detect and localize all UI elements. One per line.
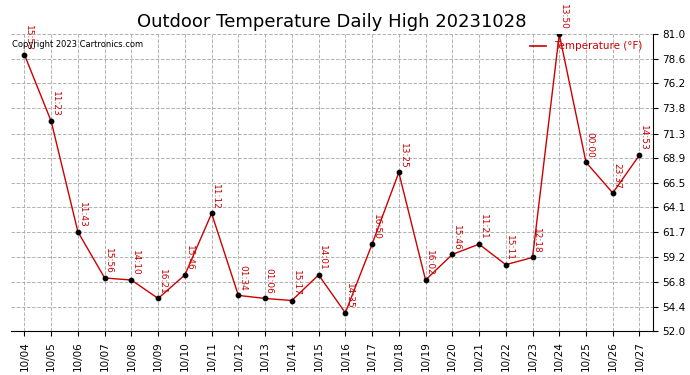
Point xyxy=(126,277,137,283)
Point xyxy=(72,229,83,235)
Point xyxy=(527,255,538,261)
Text: 01:34: 01:34 xyxy=(238,266,247,291)
Text: 16:21: 16:21 xyxy=(158,268,167,294)
Legend: Temperature (°F): Temperature (°F) xyxy=(526,37,647,56)
Text: 11:12: 11:12 xyxy=(211,183,220,209)
Point xyxy=(393,170,404,176)
Point xyxy=(420,277,431,283)
Point xyxy=(206,210,217,216)
Point xyxy=(233,292,244,298)
Text: 16:02: 16:02 xyxy=(425,250,434,276)
Text: 14:01: 14:01 xyxy=(318,245,327,271)
Text: 16:50: 16:50 xyxy=(372,214,381,240)
Point xyxy=(366,241,377,247)
Point xyxy=(46,118,57,124)
Text: 14:53: 14:53 xyxy=(639,125,648,151)
Text: 12:18: 12:18 xyxy=(532,228,541,254)
Text: 00:00: 00:00 xyxy=(586,132,595,158)
Text: 11:43: 11:43 xyxy=(77,202,86,228)
Point xyxy=(259,296,270,302)
Text: 15:17: 15:17 xyxy=(291,270,301,296)
Point xyxy=(313,272,324,278)
Point xyxy=(286,297,297,303)
Text: 13:50: 13:50 xyxy=(559,4,568,30)
Point xyxy=(447,251,458,257)
Text: 15:46: 15:46 xyxy=(184,245,194,271)
Text: Copyright 2023 Cartronics.com: Copyright 2023 Cartronics.com xyxy=(12,40,144,49)
Title: Outdoor Temperature Daily High 20231028: Outdoor Temperature Daily High 20231028 xyxy=(137,13,526,31)
Text: 11:23: 11:23 xyxy=(51,92,60,117)
Point xyxy=(152,296,164,302)
Text: 11:21: 11:21 xyxy=(479,214,488,240)
Text: 14:35: 14:35 xyxy=(345,283,354,309)
Text: 01:06: 01:06 xyxy=(265,268,274,294)
Point xyxy=(19,52,30,58)
Text: 14:10: 14:10 xyxy=(131,250,140,276)
Point xyxy=(607,190,618,196)
Text: 15:56: 15:56 xyxy=(104,248,113,274)
Text: 15:11: 15:11 xyxy=(506,235,515,261)
Point xyxy=(500,262,511,268)
Point xyxy=(99,275,110,281)
Point xyxy=(554,31,565,37)
Point xyxy=(634,152,645,158)
Point xyxy=(473,241,484,247)
Text: 13:25: 13:25 xyxy=(399,142,408,168)
Text: 15:53: 15:53 xyxy=(24,25,33,51)
Point xyxy=(339,310,351,316)
Point xyxy=(179,272,190,278)
Point xyxy=(580,159,591,165)
Text: 15:46: 15:46 xyxy=(452,225,461,250)
Text: 23:37: 23:37 xyxy=(613,163,622,189)
